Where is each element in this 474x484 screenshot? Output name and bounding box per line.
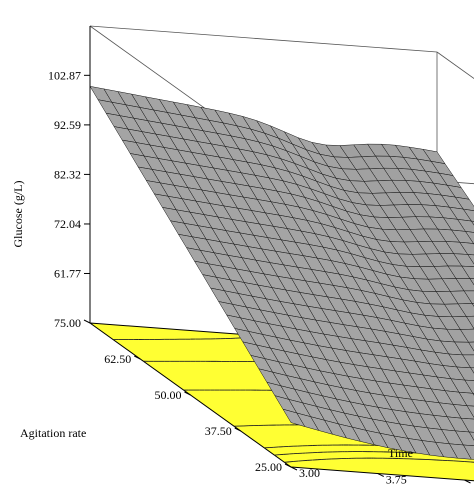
surface-cell [466, 405, 474, 418]
surface-cell [467, 254, 474, 265]
z-tick-label: 61.77 [54, 266, 81, 280]
surface-cell [463, 290, 474, 304]
y-tick [184, 391, 191, 396]
response-surface [89, 85, 474, 460]
z-tick-label: 72.04 [54, 217, 81, 231]
frame-edge [89, 25, 438, 53]
y-tick-label: 37.50 [205, 424, 232, 438]
surface-cell [465, 315, 474, 330]
surface-cell [470, 220, 474, 226]
z-tick-label: 82.32 [54, 167, 81, 181]
surface-cell [462, 354, 474, 369]
y-tick [134, 355, 141, 360]
x-tick [290, 466, 298, 471]
y-tick [83, 319, 91, 324]
y-axis-label: Agitation rate [20, 426, 86, 440]
surface-cell [469, 278, 474, 286]
surface-cell [464, 379, 474, 394]
surface-cell [460, 417, 474, 433]
surface-cell [462, 444, 474, 460]
frame-edge [436, 51, 474, 79]
x-tick [377, 473, 384, 477]
y-tick [234, 427, 241, 432]
surface-cell [470, 367, 474, 374]
x-tick-label: 3.75 [386, 473, 407, 484]
surface-cell [459, 328, 474, 343]
y-tick-label: 50.00 [155, 388, 182, 402]
x-tick-label: 4.50 [473, 479, 474, 484]
x-axis-label: Time [388, 446, 413, 460]
y-tick-label: 75.00 [54, 316, 81, 330]
axes: 61.77 72.04 82.32 92.59 102.87 25.00 37.50 50.0… [48, 26, 474, 484]
x-tick [464, 479, 471, 484]
y-tick-label: 62.50 [104, 352, 131, 366]
y-tick [284, 463, 292, 468]
surface-cell [468, 341, 474, 352]
z-tick-label: 92.59 [54, 118, 81, 132]
z-tick-label: 102.87 [48, 68, 81, 82]
surface-cell [461, 265, 474, 279]
surface-cell [464, 231, 474, 244]
z-axis-label: Glucose (g/L) [11, 181, 25, 248]
surface-cell [468, 431, 474, 441]
x-tick-label: 3.00 [299, 466, 320, 480]
y-tick-label: 25.00 [255, 460, 282, 474]
surface-cell [462, 208, 474, 222]
